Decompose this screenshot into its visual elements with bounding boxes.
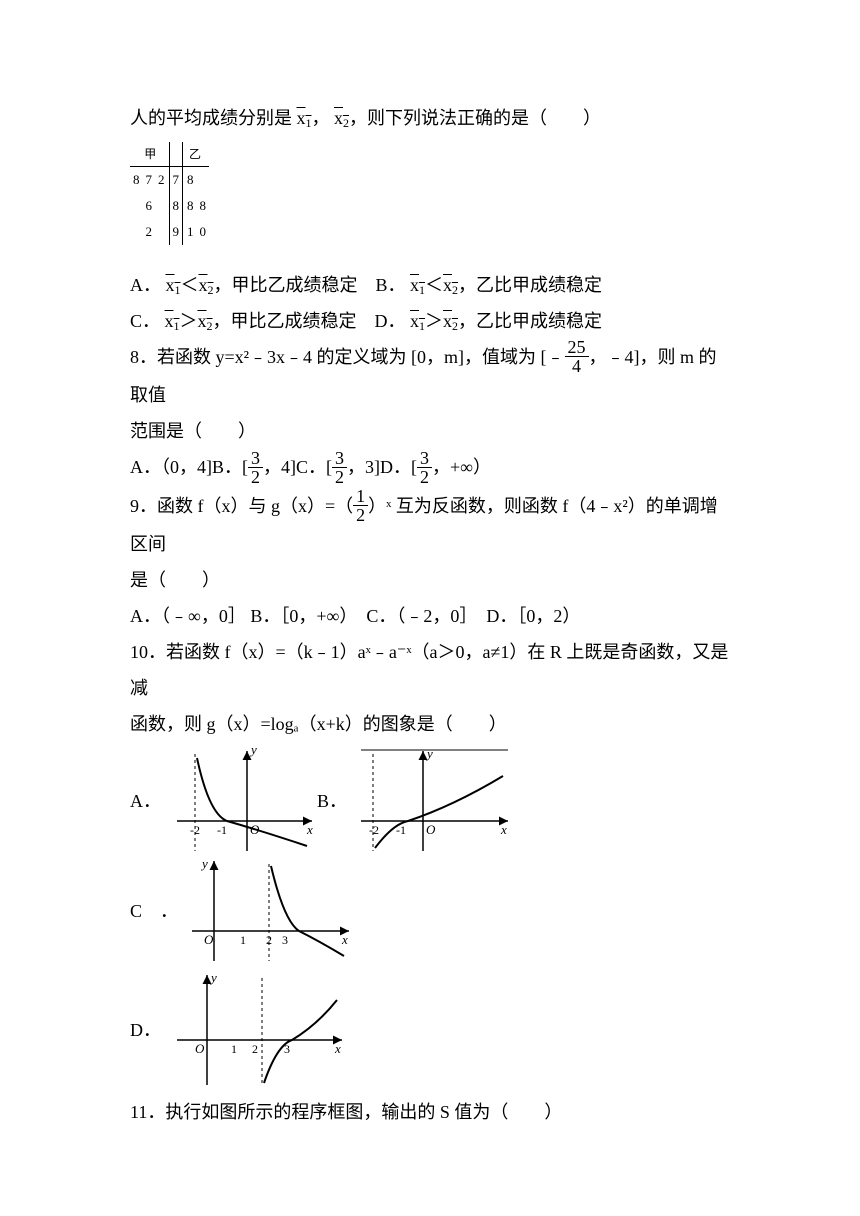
svg-text:x: x [500,822,507,837]
q10-optD: D． y x O 1 2 3 [130,970,347,1090]
stemleaf-body: 8 7 2 7 8 6 8 8 8 2 9 1 0 [130,167,209,246]
svg-text:O: O [204,932,214,947]
q7-intro-text: 人的平均成绩分别是 [130,108,292,128]
q8-stem-line2: 范围是（ ） [130,413,730,449]
fraction-1-2: 12 [353,487,368,524]
graph-C: y x O 1 2 3 [184,856,354,966]
q11-text: 11．执行如图所示的程序框图，输出的 S 值为（ ） [130,1094,730,1130]
svg-text:1: 1 [231,1042,237,1056]
q9-optB: B．［0，+∞） [250,606,357,626]
x1-bar: x1 [297,100,312,136]
q9-stem-line2: 是（ ） [130,562,730,598]
svg-text:3: 3 [282,933,288,947]
fraction-25-4: 254 [565,338,589,375]
svg-text:2: 2 [252,1042,258,1056]
q10-line1: 10．若函数 f（x）=（k﹣1）aˣ﹣a⁻ˣ（a＞0，a≠1）在 R 上既是奇… [130,634,730,706]
q7-optD-label: D． [375,311,406,331]
stem-leaf-plot: 甲 乙 8 7 2 7 8 6 8 8 8 [130,142,209,245]
svg-text:x: x [341,932,348,947]
graph-A: y x O -2 -1 [167,746,317,856]
svg-text:y: y [209,970,217,985]
q7-options-row1: A． x1＜x2，甲比乙成绩稳定 B． x1＜x2，乙比甲成绩稳定 [130,267,730,303]
q10-options-row1: A． y x O -2 -1 B． [130,746,730,966]
q7-optA-label: A． [130,275,161,295]
q8-stem-line1: 8．若函数 y=x²﹣3x﹣4 的定义域为 [0，m]，值域为 [﹣254，﹣4… [130,339,730,413]
q7-optC-label: C． [130,311,160,331]
svg-text:-2: -2 [190,823,200,837]
svg-text:O: O [250,822,260,837]
q10-optC: C ． y x O 1 2 3 [130,856,354,966]
svg-text:x: x [306,822,313,837]
svg-text:y: y [425,746,433,761]
svg-text:y: y [200,856,208,871]
q7-optB-label: B． [376,275,406,295]
svg-text:O: O [426,822,436,837]
q9-options: A．（﹣∞，0］ B．［0，+∞） C．（﹣2，0］ D．［0，2） [130,598,730,634]
q9-optC: C．（﹣2，0］ [366,606,477,626]
svg-text:3: 3 [284,1042,290,1056]
svg-text:O: O [195,1041,205,1056]
svg-text:-2: -2 [369,823,379,837]
q8-optA: A．（0，4] [130,457,212,477]
q9-stem-line1: 9．函数 f（x）与 g（x）=（12）ˣ 互为反函数，则函数 f（4﹣x²）的… [130,488,730,562]
x2-bar: x2 [334,100,349,136]
q7-intro: 人的平均成绩分别是 x1， x2，则下列说法正确的是（ ） [130,100,730,136]
graph-B: y x O -2 -1 [353,746,513,856]
svg-text:1: 1 [240,933,246,947]
svg-text:x: x [334,1041,341,1056]
q10-options-row2: D． y x O 1 2 3 [130,970,730,1090]
svg-text:2: 2 [266,933,272,947]
q10-line2: 函数，则 g（x）=logₐ（x+k）的图象是（ ） [130,706,730,742]
svg-text:y: y [249,746,257,757]
q9-optD: D．［0，2） [486,606,580,626]
stemleaf-header-right: 乙 [183,142,210,167]
stemleaf-header-left: 甲 [130,142,169,167]
graph-D: y x O 1 2 3 [167,970,347,1090]
svg-text:-1: -1 [396,823,406,837]
q8-options: A．（0，4]B．[32，4]C．[32，3]D．[32，+∞） [130,449,730,487]
q7-tail: ，则下列说法正确的是（ ） [349,108,601,128]
q7-options-row2: C． x1＞x2，甲比乙成绩稳定 D． x1＞x2，乙比甲成绩稳定 [130,303,730,339]
q9-optA: A．（﹣∞，0］ [130,606,246,626]
svg-text:-1: -1 [217,823,227,837]
q10-optB: B． y x O -2 -1 [317,746,513,856]
q10-optA: A． y x O -2 -1 [130,746,317,856]
